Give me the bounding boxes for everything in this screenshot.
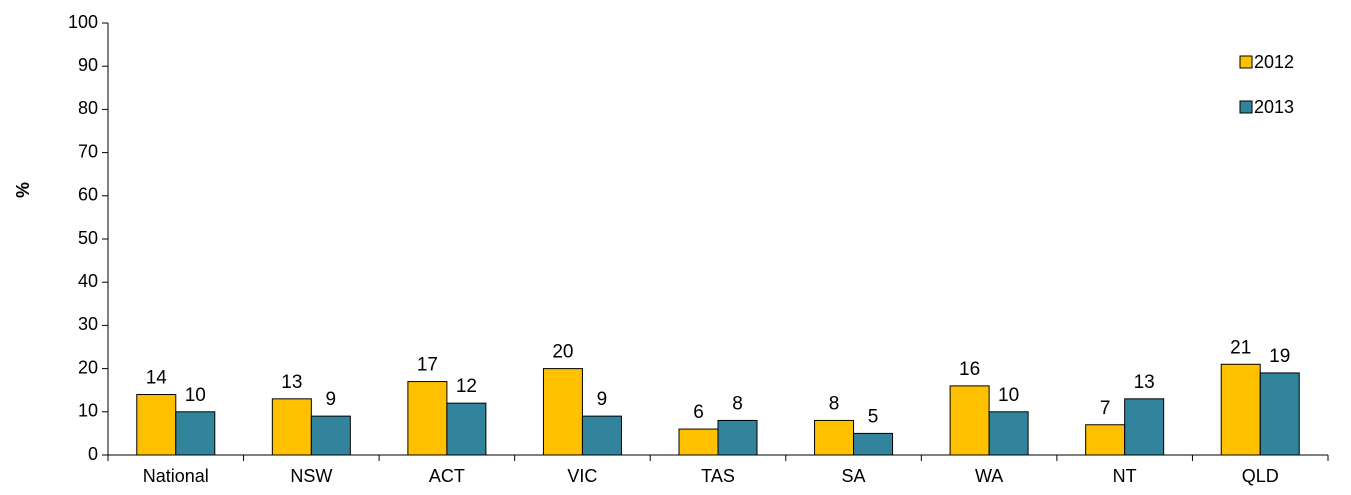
category-label-SA: SA [842,466,866,486]
bar-2012-ACT [407,381,448,456]
legend: 2012 2013 [1239,52,1294,117]
y-tick-label: 80 [78,98,98,118]
data-labels-group: 14 10 13 9 17 12 20 9 6 8 8 5 16 10 7 13 21 19 [146,337,1291,427]
data-label-2013-NSW: 9 [326,389,337,410]
bar-2013-NT [1124,398,1165,456]
bar-2013-TAS [717,419,758,456]
category-label-TAS: TAS [701,466,735,486]
bar-2012-NSW [271,398,312,456]
data-label-2013-ACT: 12 [456,376,477,397]
bars-group [136,363,1300,456]
bar-2013-ACT [446,402,487,456]
category-label-NT: NT [1113,466,1137,486]
y-tick-label: 0 [88,444,98,464]
category-label-WA: WA [975,466,1003,486]
y-tick-label: 100 [68,12,98,32]
category-label-NSW: NSW [290,466,332,486]
y-axis-label: % [13,182,33,198]
bar-2012-VIC [542,368,583,456]
category-label-VIC: VIC [567,466,597,486]
y-tick-label: 20 [78,357,98,377]
legend-label-2012: 2012 [1254,52,1294,72]
data-label-2012-VIC: 20 [552,342,573,363]
bar-2013-QLD [1259,372,1300,456]
bar-2013-WA [988,411,1029,456]
bar-2012-QLD [1220,363,1261,456]
y-tick-label: 30 [78,314,98,334]
legend-swatch-2013 [1239,100,1253,114]
bar-2013-SA [853,432,894,456]
bar-2012-SA [814,419,855,456]
x-axis: National NSW ACT VIC TAS SA WA NT QLD [107,23,1329,486]
bar-2012-WA [949,385,990,456]
bar-2012-National [136,394,177,456]
data-label-2013-TAS: 8 [732,393,743,414]
bar-2013-NSW [310,415,351,456]
category-label-QLD: QLD [1242,466,1279,486]
y-axis-label-group: % [13,182,33,198]
data-label-2012-NT: 7 [1100,398,1111,419]
y-tick-label: 60 [78,185,98,205]
data-label-2012-ACT: 17 [417,355,438,376]
data-label-2013-WA: 10 [998,385,1019,406]
data-label-2013-VIC: 9 [597,389,608,410]
y-tick-label: 50 [78,228,98,248]
legend-swatch-2012 [1239,55,1253,69]
y-axis-ticks: 0 10 20 30 40 50 60 70 80 90 100 [68,12,108,464]
y-tick-label: 10 [78,401,98,421]
data-label-2012-TAS: 6 [693,402,704,423]
data-label-2012-SA: 8 [829,393,840,414]
bar-2012-NT [1085,424,1126,456]
data-label-2013-SA: 5 [868,406,879,427]
data-label-2012-National: 14 [146,368,168,389]
data-label-2013-NT: 13 [1134,372,1155,393]
bar-2012-TAS [678,428,719,456]
y-tick-label: 90 [78,55,98,75]
data-label-2013-QLD: 19 [1269,346,1290,367]
category-label-ACT: ACT [429,466,465,486]
data-label-2012-NSW: 13 [281,372,302,393]
y-tick-label: 70 [78,141,98,161]
data-label-2012-WA: 16 [959,359,980,380]
y-tick-label: 40 [78,271,98,291]
legend-label-2013: 2013 [1254,97,1294,117]
data-label-2013-National: 10 [185,385,206,406]
data-label-2012-QLD: 21 [1230,337,1251,358]
category-label-National: National [143,466,209,486]
bar-2013-National [175,411,216,456]
bar-2013-VIC [581,415,622,456]
